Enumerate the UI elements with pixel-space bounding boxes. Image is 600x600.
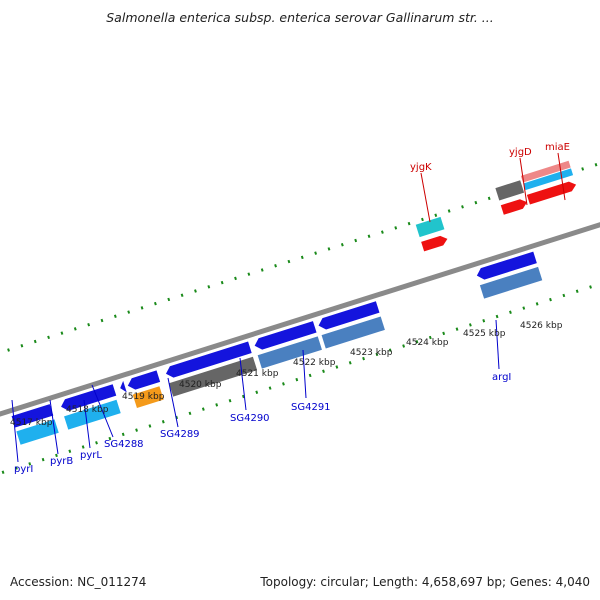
gene-pyrB-arrow[interactable] (59, 384, 117, 412)
gene-label-miaE[interactable]: miaE (545, 142, 570, 153)
gene-label-SG4288[interactable]: SG4288 (104, 439, 144, 450)
gene-SG4289-bar[interactable] (168, 356, 258, 397)
gene-yjgD-bar[interactable] (495, 180, 525, 201)
scale-label: 4521 kbp (236, 369, 279, 379)
scale-label: 4520 kbp (179, 380, 222, 390)
gene-label-argI[interactable]: argI (492, 372, 511, 383)
gene-label-SG4289[interactable]: SG4289 (160, 429, 200, 440)
map-title: Salmonella enterica subsp. enterica sero… (106, 10, 494, 25)
gene-argI-arrow[interactable] (475, 251, 537, 282)
gene-pyrB-bar[interactable] (64, 399, 121, 430)
gene-SG4290-arrow[interactable] (253, 321, 317, 351)
gene-label-SG4291[interactable]: SG4291 (291, 402, 331, 413)
lower-tick-track (0, 255, 600, 479)
scale-label: 4525 kbp (463, 329, 506, 339)
gene-label-SG4290[interactable]: SG4290 (230, 413, 270, 424)
leader-miaE (557, 152, 566, 201)
leader-SG4289 (167, 377, 179, 428)
gene-pyrL-arrow[interactable] (118, 380, 127, 394)
accession-text: Accession: NC_011274 (10, 575, 147, 589)
leader-pyrI (11, 399, 19, 463)
gene-SG4291-arrow[interactable] (317, 301, 380, 331)
scale-label: 4524 kbp (406, 338, 449, 348)
genome-backbone (0, 194, 600, 429)
scale-label: 4517 kbp (10, 418, 53, 428)
leader-yjgK (420, 172, 431, 223)
gene-miaE-bar-a[interactable] (520, 160, 571, 183)
leader-argI (495, 319, 500, 370)
gene-pyrI-bar[interactable] (16, 419, 59, 445)
gene-label-yjgK[interactable]: yjgK (410, 162, 432, 173)
scale-label: 4522 kbp (293, 358, 336, 368)
leader-yjgD (519, 157, 528, 206)
gene-label-pyrI[interactable]: pyrI (14, 464, 33, 475)
gene-SG4291-bar[interactable] (321, 316, 385, 349)
gene-label-pyrL[interactable]: pyrL (80, 450, 102, 461)
gene-label-yjgD[interactable]: yjgD (509, 147, 532, 158)
gene-pyrI-arrow[interactable] (11, 404, 54, 428)
leader-SG4290 (239, 357, 247, 411)
gene-SG4288-bar[interactable] (132, 386, 164, 409)
gene-yjgK-bar[interactable] (415, 216, 445, 238)
leader-pyrB (49, 399, 59, 455)
leader-pyrL (83, 399, 91, 449)
scale-label: 4523 kbp (350, 348, 393, 358)
gene-SG4288-arrow[interactable] (126, 370, 161, 391)
leader-SG4288 (91, 384, 114, 438)
scale-label: 4519 kbp (122, 392, 165, 402)
upper-tick-track (0, 146, 600, 369)
gene-SG4290-bar[interactable] (257, 336, 322, 369)
scale-label: 4518 kbp (66, 405, 109, 415)
gene-label-pyrB[interactable]: pyrB (50, 456, 73, 467)
gene-yjgK-arrow[interactable] (421, 234, 449, 252)
genome-summary-text: Topology: circular; Length: 4,658,697 bp… (260, 575, 590, 589)
gene-SG4289-arrow[interactable] (164, 341, 252, 380)
gene-argI-bar[interactable] (479, 266, 543, 299)
gene-yjgD-arrow[interactable] (500, 197, 529, 215)
leader-SG4291 (302, 349, 307, 399)
gene-miaE-arrow[interactable] (526, 180, 578, 205)
scale-label: 4526 kbp (520, 321, 563, 331)
